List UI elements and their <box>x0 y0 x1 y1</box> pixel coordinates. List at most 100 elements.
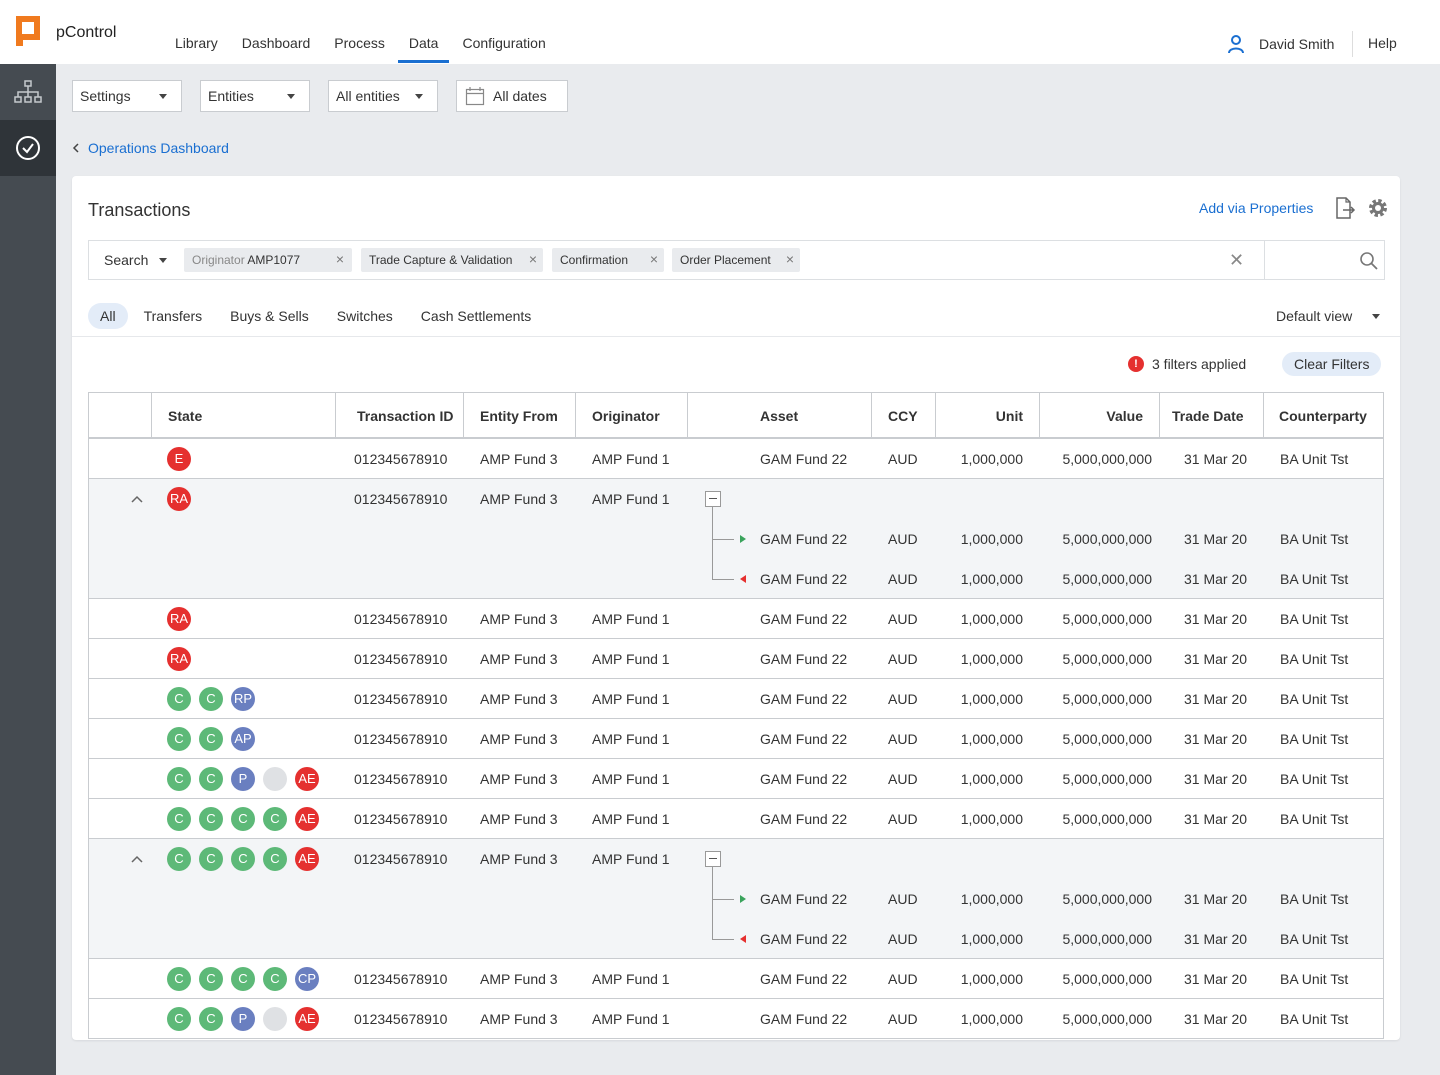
tab-cash-settlements[interactable]: Cash Settlements <box>420 308 532 324</box>
table-row-expanded[interactable]: C C C C AE 012345678910 AMP Fund 3 AMP Fund 1 GA… <box>88 839 1384 959</box>
search-field-dropdown[interactable]: Search <box>104 252 167 268</box>
close-icon[interactable]: × <box>335 251 344 267</box>
status-badge[interactable]: C <box>199 767 223 791</box>
user-menu[interactable]: David Smith <box>1226 34 1334 54</box>
clear-search-icon[interactable]: ✕ <box>1229 250 1245 270</box>
header-trade-date[interactable]: Trade Date <box>1172 408 1244 424</box>
export-icon[interactable] <box>1334 196 1356 220</box>
tree-line <box>712 939 734 940</box>
status-badge[interactable]: C <box>231 807 255 831</box>
table-row[interactable]: C C C C CP 012345678910 AMP Fund 3 AMP Fund 1 GA… <box>88 959 1384 999</box>
entities-dropdown[interactable]: Entities <box>200 80 310 112</box>
status-badge[interactable] <box>263 1007 287 1031</box>
sidebar-tasks-button[interactable] <box>0 120 56 176</box>
status-badge[interactable]: C <box>199 847 223 871</box>
status-badge[interactable]: P <box>231 1007 255 1031</box>
sidebar-hierarchy-button[interactable] <box>0 64 56 120</box>
status-badge[interactable]: C <box>263 847 287 871</box>
header-entity-from[interactable]: Entity From <box>480 408 558 424</box>
breadcrumb[interactable]: Operations Dashboard <box>72 140 229 156</box>
entity-from: AMP Fund 3 <box>480 611 558 627</box>
status-badge[interactable]: C <box>167 1007 191 1031</box>
status-badge[interactable]: C <box>231 847 255 871</box>
status-badge[interactable]: E <box>167 447 191 471</box>
status-badge[interactable]: C <box>263 807 287 831</box>
pcontrol-logo-icon[interactable] <box>16 16 40 46</box>
header-value[interactable]: Value <box>1106 408 1143 424</box>
all-entities-dropdown[interactable]: All entities <box>328 80 438 112</box>
table-row[interactable]: C C P AE 012345678910 AMP Fund 3 AMP Fund 1 GAM… <box>88 759 1384 799</box>
header-ccy[interactable]: CCY <box>888 408 918 424</box>
table-row[interactable]: C C AP 012345678910 AMP Fund 3 AMP Fund 1 GAM … <box>88 719 1384 759</box>
status-badge[interactable]: AE <box>295 767 319 791</box>
status-badge[interactable]: AP <box>231 727 255 751</box>
tab-all[interactable]: All <box>88 303 128 329</box>
nav-library[interactable]: Library <box>175 35 218 51</box>
table-row[interactable]: RA 012345678910 AMP Fund 3 AMP Fund 1 GAM Fu… <box>88 599 1384 639</box>
status-badge[interactable]: C <box>199 1007 223 1031</box>
status-badge[interactable] <box>263 767 287 791</box>
status-badge[interactable]: C <box>231 967 255 991</box>
status-badge[interactable]: RA <box>167 487 191 511</box>
status-badge[interactable]: AE <box>295 847 319 871</box>
status-badge[interactable]: C <box>167 967 191 991</box>
status-badge[interactable]: C <box>167 807 191 831</box>
table-row-expanded[interactable]: RA 012345678910 AMP Fund 3 AMP Fund 1 GAM Fu… <box>88 479 1384 599</box>
status-badge[interactable]: CP <box>295 967 319 991</box>
date-filter[interactable]: All dates <box>456 80 568 112</box>
nav-process[interactable]: Process <box>334 35 385 51</box>
status-badge[interactable]: C <box>167 847 191 871</box>
status-badge[interactable]: C <box>199 967 223 991</box>
header-asset[interactable]: Asset <box>760 408 799 424</box>
table-row[interactable]: RA 012345678910 AMP Fund 3 AMP Fund 1 GAM Fu… <box>88 639 1384 679</box>
state-badges: C C P AE <box>167 1007 327 1031</box>
close-icon[interactable]: × <box>785 251 794 267</box>
header-state[interactable]: State <box>168 408 203 424</box>
status-badge[interactable]: AE <box>295 1007 319 1031</box>
close-icon[interactable]: × <box>649 251 658 267</box>
view-dropdown[interactable]: Default view <box>1276 308 1380 324</box>
collapse-legs-button[interactable] <box>705 851 721 867</box>
tab-transfers[interactable]: Transfers <box>143 308 203 324</box>
status-badge[interactable]: RA <box>167 607 191 631</box>
status-badge[interactable]: RP <box>231 687 255 711</box>
header-unit[interactable]: Unit <box>995 408 1023 424</box>
status-badge[interactable]: C <box>199 727 223 751</box>
status-badge[interactable]: C <box>199 687 223 711</box>
trade-date: 31 Mar 20 <box>1184 1011 1248 1027</box>
settings-dropdown[interactable]: Settings <box>72 80 182 112</box>
table-row[interactable]: C C RP 012345678910 AMP Fund 3 AMP Fund 1 GAM … <box>88 679 1384 719</box>
status-badge[interactable]: C <box>263 967 287 991</box>
entities-label: Entities <box>208 88 254 104</box>
chevron-up-icon[interactable] <box>131 495 143 503</box>
status-badge[interactable]: C <box>199 807 223 831</box>
header-originator[interactable]: Originator <box>592 408 660 424</box>
chevron-up-icon[interactable] <box>131 855 143 863</box>
help-link[interactable]: Help <box>1368 35 1397 51</box>
status-badge[interactable]: C <box>167 687 191 711</box>
clear-filters-button[interactable]: Clear Filters <box>1282 352 1382 376</box>
status-badge[interactable]: C <box>167 767 191 791</box>
collapse-legs-button[interactable] <box>705 491 721 507</box>
status-badge[interactable]: C <box>167 727 191 751</box>
status-badge[interactable]: P <box>231 767 255 791</box>
nav-data[interactable]: Data <box>397 0 450 64</box>
tab-buys-sells[interactable]: Buys & Sells <box>230 308 309 324</box>
status-badge[interactable]: RA <box>167 647 191 671</box>
add-via-properties-link[interactable]: Add via Properties <box>1199 200 1314 216</box>
close-icon[interactable]: × <box>528 251 537 267</box>
nav-dashboard[interactable]: Dashboard <box>241 35 311 51</box>
divider <box>151 393 152 438</box>
chevron-left-icon <box>72 143 79 153</box>
table-row[interactable]: E 012345678910 AMP Fund 3 AMP Fund 1 GAM Fun… <box>88 439 1384 479</box>
header-transaction-id[interactable]: Transaction ID <box>357 408 454 424</box>
leg-trade-date: 31 Mar 20 <box>1184 931 1248 947</box>
tab-switches[interactable]: Switches <box>336 308 393 324</box>
nav-configuration[interactable]: Configuration <box>462 35 546 51</box>
gear-icon[interactable] <box>1366 196 1390 220</box>
table-row[interactable]: C C C C AE 012345678910 AMP Fund 3 AMP Fund 1 GA… <box>88 799 1384 839</box>
status-badge[interactable]: AE <box>295 807 319 831</box>
search-icon[interactable] <box>1359 251 1379 271</box>
header-counterparty[interactable]: Counterparty <box>1279 408 1367 424</box>
table-row[interactable]: C C P AE 012345678910 AMP Fund 3 AMP Fund 1 GAM… <box>88 999 1384 1039</box>
